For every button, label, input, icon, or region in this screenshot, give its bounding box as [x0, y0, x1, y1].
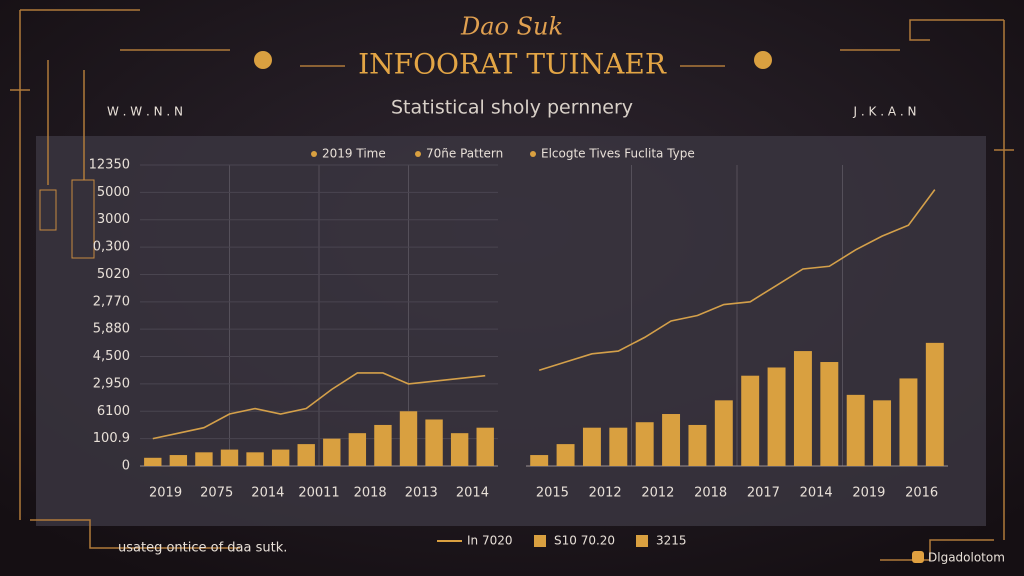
x-tick-label: 2018: [694, 486, 727, 501]
y-tick-label: 12350: [89, 158, 130, 173]
bar: [556, 444, 575, 466]
panel: [36, 136, 986, 526]
x-tick-label: 2019: [149, 486, 182, 501]
legend-swatch: [534, 535, 546, 547]
bar: [220, 449, 239, 466]
bar: [476, 427, 494, 466]
x-tick-label: 2014: [800, 486, 833, 501]
bar: [323, 438, 341, 466]
y-tick-label: 0,300: [93, 240, 130, 255]
x-tick-label: 2015: [536, 486, 569, 501]
tag: J . K . A . N: [853, 105, 917, 119]
legend-dot: [415, 151, 421, 157]
legend-label: 70ñe Pattern: [426, 147, 503, 161]
legend-dot: [530, 151, 536, 157]
y-tick-label: 4,500: [93, 349, 130, 364]
y-tick-label: 0: [122, 459, 130, 474]
bar: [793, 351, 812, 466]
bar: [425, 419, 443, 466]
bar: [846, 394, 865, 466]
bar: [297, 444, 315, 466]
bar: [169, 455, 188, 466]
bar: [714, 400, 733, 466]
bar: [662, 414, 681, 466]
y-tick-label: 5020: [97, 267, 130, 282]
x-tick-label: 2019: [852, 486, 885, 501]
legend-label: Elcogte Tives Fuclita Type: [541, 147, 695, 161]
bar: [820, 362, 839, 466]
bar: [767, 367, 786, 466]
lantern: [71, 179, 95, 259]
ornament: [754, 51, 772, 69]
bar: [635, 422, 654, 466]
footer-note: usateg ontice of daa sutk.: [118, 541, 287, 556]
y-tick-label: 5000: [97, 185, 130, 200]
legend-dot: [311, 151, 317, 157]
bar: [873, 400, 892, 466]
bar: [246, 452, 264, 466]
bar: [144, 457, 162, 466]
x-tick-label: 2018: [354, 486, 387, 501]
x-tick-label: 2016: [905, 486, 938, 501]
bar: [925, 342, 944, 466]
x-tick-label: 2017: [747, 486, 780, 501]
bar: [741, 375, 760, 466]
y-tick-label: 2,770: [93, 294, 130, 309]
bar: [195, 452, 213, 466]
lantern: [39, 189, 57, 231]
x-tick-label: 2014: [251, 486, 284, 501]
bar: [271, 449, 290, 466]
legend-swatch: [636, 535, 648, 547]
bar: [899, 378, 918, 466]
frame: [10, 9, 1014, 561]
brand: Dlgadolotom: [928, 551, 1005, 565]
y-tick-label: 3000: [97, 212, 130, 227]
script-title: Dao Suk: [460, 13, 563, 41]
x-tick-label: 2013: [405, 486, 438, 501]
bar: [688, 424, 707, 466]
y-tick-label: 5,880: [93, 322, 130, 337]
y-tick-label: 6100: [97, 404, 130, 419]
ornament: [254, 51, 272, 69]
tag: W . W . N . N: [107, 105, 183, 119]
bar: [530, 455, 549, 466]
legend-label: 3215: [656, 534, 687, 548]
bar: [582, 427, 601, 466]
x-tick-label: 2075: [200, 486, 233, 501]
line: [538, 189, 936, 371]
legend-label: In 7020: [467, 534, 513, 548]
subtitle: Statistical sholy pernnery: [391, 97, 633, 119]
bar: [374, 424, 392, 466]
bar: [348, 433, 367, 466]
bar: [399, 411, 418, 466]
y-tick-label: 2,950: [93, 376, 130, 391]
x-tick-label: 2014: [456, 486, 489, 501]
title: INFOORAT TUINAER: [358, 48, 667, 81]
y-tick-label: 100.9: [93, 431, 130, 446]
legend-label: 2019 Time: [322, 147, 386, 161]
x-tick-label: 2012: [589, 486, 622, 501]
bar: [609, 427, 628, 466]
x-tick-label: 2012: [641, 486, 674, 501]
brand-icon: [912, 551, 924, 563]
legend-label: S10 70.20: [554, 534, 615, 548]
bar: [450, 433, 469, 466]
line: [152, 372, 486, 440]
x-tick-label: 20011: [298, 486, 339, 501]
